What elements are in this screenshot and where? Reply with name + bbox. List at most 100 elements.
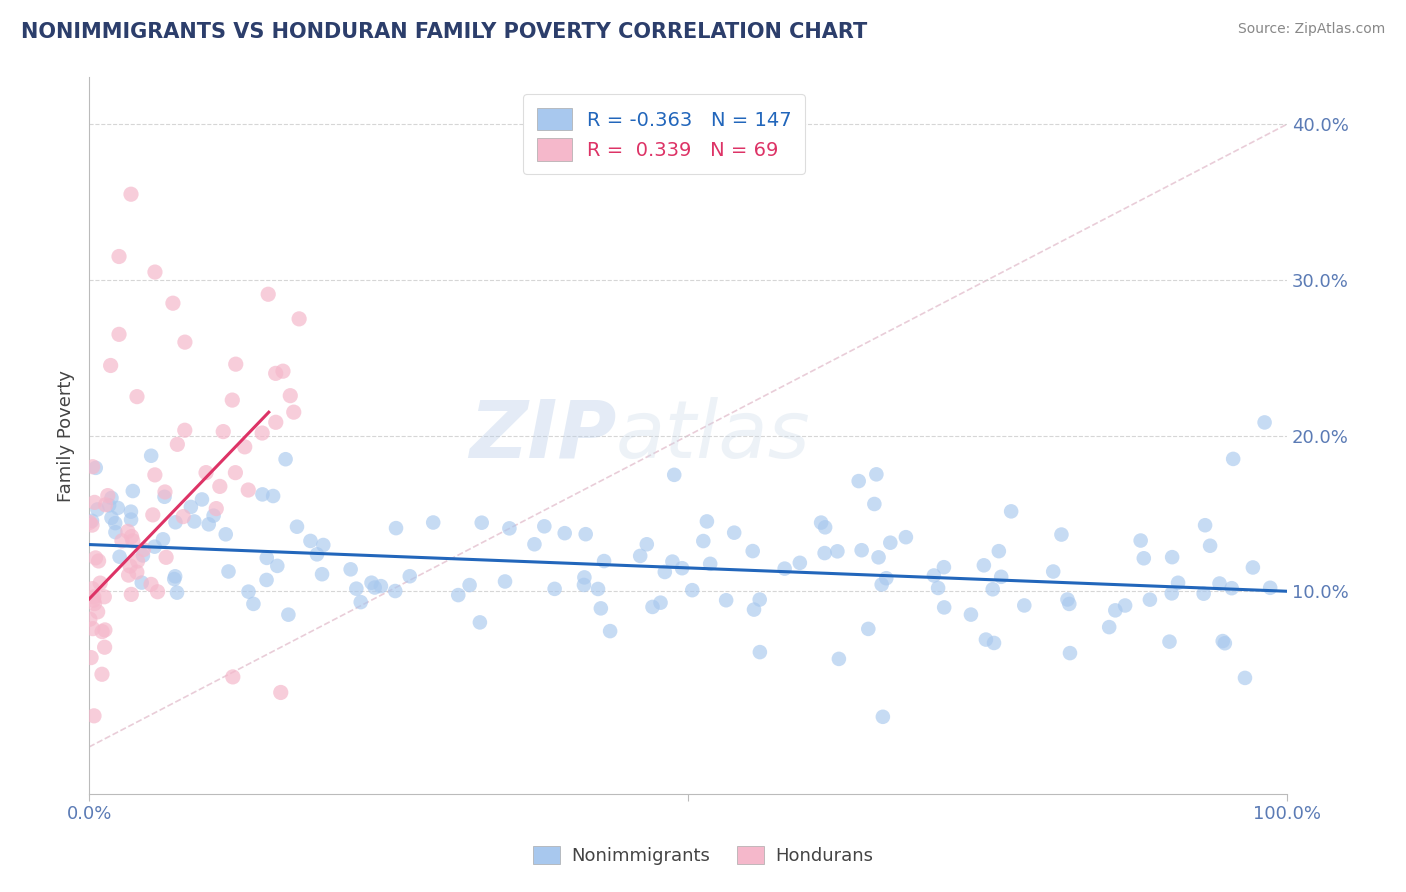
Legend: Nonimmigrants, Hondurans: Nonimmigrants, Hondurans <box>524 837 882 874</box>
Point <box>699 557 721 571</box>
Point <box>104 525 127 540</box>
Point <box>132 542 155 557</box>
Point <box>1212 634 1234 648</box>
Point <box>650 596 672 610</box>
Point <box>83 597 105 611</box>
Point <box>1129 533 1152 548</box>
Point <box>1059 597 1081 611</box>
Point <box>589 601 612 615</box>
Point <box>174 335 197 350</box>
Point <box>1059 646 1081 660</box>
Point <box>197 517 219 532</box>
Point <box>212 425 235 439</box>
Point <box>868 550 890 565</box>
Point <box>1194 518 1216 533</box>
Point <box>848 474 870 488</box>
Point <box>1133 551 1156 566</box>
Point <box>202 508 225 523</box>
Point <box>86 605 108 619</box>
Point <box>83 593 105 607</box>
Point <box>165 516 187 530</box>
Point <box>858 622 880 636</box>
Point <box>960 607 983 622</box>
Point <box>312 538 335 552</box>
Point <box>117 568 139 582</box>
Point <box>360 575 382 590</box>
Point <box>827 544 849 558</box>
Text: Source: ZipAtlas.com: Source: ZipAtlas.com <box>1237 22 1385 37</box>
Point <box>554 526 576 541</box>
Point <box>82 582 104 596</box>
Point <box>215 527 238 541</box>
Point <box>458 578 481 592</box>
Point <box>173 423 195 437</box>
Point <box>973 558 995 573</box>
Point <box>250 425 273 440</box>
Point <box>83 708 105 723</box>
Point <box>339 562 361 576</box>
Point <box>83 495 105 509</box>
Point <box>814 520 837 534</box>
Point <box>1213 636 1236 650</box>
Point <box>1159 634 1181 648</box>
Point <box>152 533 174 547</box>
Point <box>748 645 770 659</box>
Point <box>742 602 765 616</box>
Point <box>494 574 516 589</box>
Point <box>143 467 166 482</box>
Point <box>1253 416 1275 430</box>
Point <box>252 487 274 501</box>
Point <box>865 467 887 482</box>
Point <box>79 612 101 626</box>
Point <box>974 632 997 647</box>
Point <box>1014 599 1036 613</box>
Point <box>80 650 103 665</box>
Point <box>305 547 328 561</box>
Point <box>143 540 166 554</box>
Point <box>932 560 955 574</box>
Point <box>681 583 703 598</box>
Point <box>80 518 103 533</box>
Point <box>142 508 165 522</box>
Point <box>981 582 1004 597</box>
Point <box>87 554 110 568</box>
Point <box>165 569 187 583</box>
Point <box>879 535 901 549</box>
Point <box>183 515 205 529</box>
Point <box>543 582 565 596</box>
Point <box>1104 603 1126 617</box>
Point <box>696 515 718 529</box>
Point <box>222 670 245 684</box>
Point <box>94 623 117 637</box>
Point <box>1139 592 1161 607</box>
Point <box>195 466 218 480</box>
Point <box>111 533 134 548</box>
Point <box>80 514 103 528</box>
Point <box>274 452 297 467</box>
Point <box>574 570 596 584</box>
Point <box>97 489 120 503</box>
Point <box>350 595 373 609</box>
Point <box>370 579 392 593</box>
Point <box>1056 592 1078 607</box>
Point <box>91 624 114 639</box>
Point <box>922 568 945 582</box>
Point <box>82 459 104 474</box>
Point <box>285 519 308 533</box>
Point <box>257 287 280 301</box>
Point <box>628 549 651 563</box>
Point <box>384 584 406 599</box>
Point <box>671 561 693 575</box>
Point <box>132 549 155 563</box>
Point <box>1050 527 1073 541</box>
Point <box>398 569 420 583</box>
Point <box>872 710 894 724</box>
Point <box>934 600 956 615</box>
Point <box>851 543 873 558</box>
Point <box>1098 620 1121 634</box>
Point <box>1000 504 1022 518</box>
Point <box>221 393 243 408</box>
Point <box>91 667 114 681</box>
Point <box>1192 587 1215 601</box>
Point <box>146 584 169 599</box>
